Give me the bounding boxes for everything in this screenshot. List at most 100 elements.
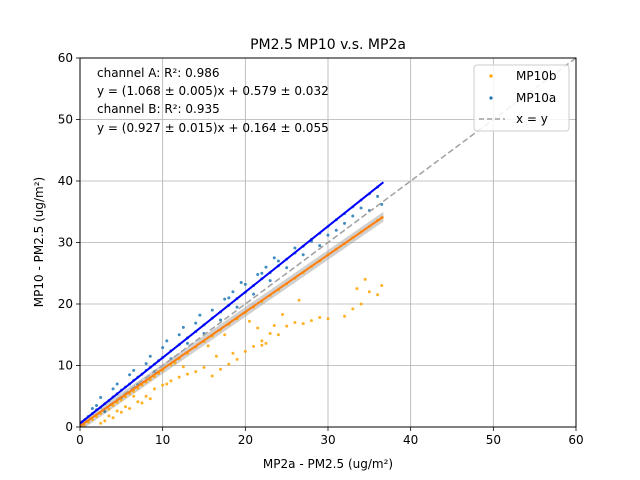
scatter-point (359, 302, 363, 306)
scatter-point (252, 344, 256, 348)
scatter-series-mp10b (82, 216, 384, 427)
scatter-point (326, 317, 330, 321)
scatter-point (181, 365, 185, 369)
scatter-point (276, 259, 280, 263)
scatter-point (123, 405, 127, 409)
scatter-point (223, 333, 227, 337)
scatter-point (359, 206, 363, 210)
x-tick-label: 20 (238, 433, 253, 447)
y-tick-label: 50 (58, 113, 73, 127)
scatter-point (256, 326, 260, 330)
scatter-point (99, 395, 103, 399)
scatter-point (144, 394, 148, 398)
scatter-point (281, 312, 285, 316)
scatter-point (194, 370, 198, 374)
scatter-point (107, 407, 111, 411)
legend-label-mp10a: MP10a (516, 91, 556, 105)
annotation-fit-a: y = (1.068 ± 0.005)x + 0.579 ± 0.032 (97, 84, 329, 98)
scatter-point (301, 322, 305, 326)
scatter-point (103, 410, 107, 414)
scatter-point (301, 253, 305, 257)
y-tick-label: 10 (58, 359, 73, 373)
scatter-point (260, 271, 264, 275)
scatter-point (285, 266, 289, 270)
scatter-point (272, 324, 276, 328)
y-tick-label: 30 (58, 236, 73, 250)
scatter-point (326, 233, 330, 237)
scatter-point (268, 332, 272, 336)
scatter-point (181, 325, 185, 329)
scatter-point (111, 387, 115, 391)
scatter-point (194, 321, 198, 325)
scatter-point (264, 265, 268, 269)
scatter-point (152, 387, 156, 391)
scatter-point (115, 382, 119, 386)
scatter-point (318, 316, 322, 320)
scatter-point (132, 368, 136, 372)
series-layer (80, 58, 576, 427)
scatter-point (235, 305, 239, 309)
scatter-point (268, 279, 272, 283)
scatter-point (219, 367, 223, 371)
scatter-point (128, 407, 132, 411)
scatter-point (376, 293, 380, 297)
scatter-point (119, 410, 123, 414)
scatter-point (148, 354, 152, 358)
scatter-point (206, 344, 210, 348)
scatter-point (285, 324, 289, 328)
x-tick-label: 0 (76, 433, 84, 447)
scatter-point (173, 361, 177, 365)
scatter-point (264, 341, 268, 345)
legend-label-identity: x = y (516, 112, 548, 126)
scatter-point (111, 416, 115, 420)
y-tick-label: 0 (65, 420, 73, 434)
legend-marker-mp10a (489, 96, 493, 100)
scatter-point (231, 290, 235, 294)
y-tick-label: 40 (58, 174, 73, 188)
scatter-point (202, 365, 206, 369)
scatter-point (144, 362, 148, 366)
scatter-point (231, 351, 235, 355)
scatter-point (363, 277, 367, 281)
scatter-point (272, 256, 276, 260)
scatter-point (165, 339, 169, 343)
scatter-point (343, 314, 347, 318)
scatter-point (227, 362, 231, 366)
annotation-channel-a: channel A: R²: 0.986 (97, 66, 220, 80)
x-tick-label: 30 (320, 433, 335, 447)
scatter-point (309, 319, 313, 323)
scatter-point (210, 374, 214, 378)
scatter-point (355, 287, 359, 291)
scatter-point (343, 221, 347, 225)
scatter-point (140, 401, 144, 405)
scatter-point (161, 383, 165, 387)
annotation-fit-b: y = (0.927 ± 0.015)x + 0.164 ± 0.055 (97, 121, 329, 135)
scatter-point (276, 333, 280, 337)
x-axis-label: MP2a - PM2.5 (ug/m²) (263, 457, 393, 471)
y-axis-label: MP10 - PM2.5 (ug/m²) (32, 177, 46, 307)
scatter-point (169, 379, 173, 383)
scatter-point (334, 228, 338, 232)
scatter-point (256, 272, 260, 276)
y-tick-label: 60 (58, 51, 73, 65)
y-ticks: 0 10 20 30 40 50 60 (58, 51, 80, 434)
scatter-point (219, 318, 223, 322)
scatter-point (115, 409, 119, 413)
chart-title: PM2.5 MP10 v.s. MP2a (250, 37, 406, 53)
scatter-point (132, 394, 136, 398)
scatter-point (95, 403, 99, 407)
scatter-point (252, 292, 256, 296)
scatter-point (243, 349, 247, 353)
scatter-point (351, 214, 355, 218)
scatter-point (107, 414, 111, 418)
scatter-point (99, 421, 103, 425)
scatter-point (223, 297, 227, 301)
scatter-point (260, 339, 264, 343)
scatter-point (214, 354, 218, 358)
legend-box (473, 64, 570, 132)
scatter-point (210, 308, 214, 312)
legend: MP10b MP10a x = y (473, 64, 570, 132)
scatter-point (247, 319, 251, 323)
annotation-block: channel A: R²: 0.986 y = (1.068 ± 0.005)… (97, 66, 329, 135)
legend-marker-mp10b (489, 74, 493, 78)
